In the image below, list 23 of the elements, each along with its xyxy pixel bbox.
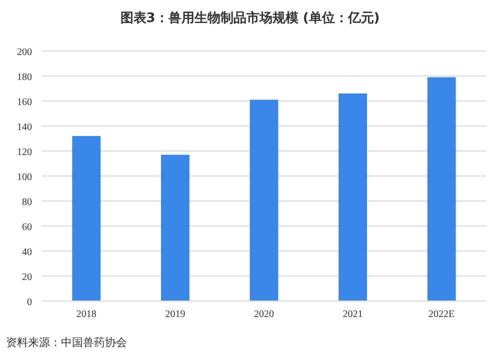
y-tick-label: 180 — [17, 72, 32, 83]
bar — [427, 77, 456, 301]
x-tick-label: 2019 — [165, 309, 186, 320]
bar — [250, 100, 278, 301]
x-tick-label: 2018 — [76, 309, 96, 320]
y-tick-label: 100 — [17, 172, 32, 183]
y-tick-label: 80 — [22, 197, 32, 208]
y-tick-label: 20 — [22, 272, 32, 283]
y-tick-label: 120 — [17, 147, 32, 158]
chart-title: 图表3：兽用生物制品市场规模 (单位：亿元) — [120, 10, 380, 26]
bar — [72, 136, 101, 301]
y-tick-label: 200 — [17, 47, 32, 58]
x-tick-label: 2022E — [428, 309, 455, 320]
y-tick-label: 140 — [17, 122, 32, 133]
bar — [338, 94, 368, 301]
text: 资料来源：中国兽药协会 — [6, 336, 127, 349]
x-tick-label: 2021 — [342, 309, 363, 320]
y-tick-label: 40 — [22, 247, 32, 258]
y-tick-label: 60 — [22, 222, 32, 233]
y-tick-label: 160 — [17, 97, 32, 108]
x-tick-label: 2020 — [254, 309, 274, 320]
y-tick-label: 0 — [27, 297, 32, 308]
bar — [160, 154, 190, 301]
